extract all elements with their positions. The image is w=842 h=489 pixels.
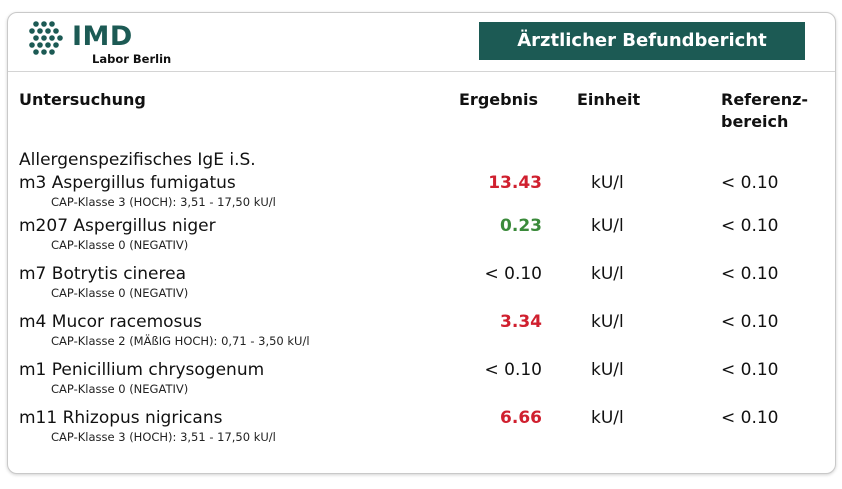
test-unit: kU/l <box>591 408 624 428</box>
reference-range: < 0.10 <box>721 264 779 284</box>
report-card: IMD Labor Berlin Ärztlicher Befundberich… <box>7 12 836 474</box>
test-unit: kU/l <box>591 312 624 332</box>
cap-class: CAP-Klasse 0 (NEGATIV) <box>51 238 189 252</box>
test-result: 13.43 <box>488 173 542 193</box>
table-row: m3 Aspergillus fumigatus CAP-Klasse 3 (H… <box>8 172 835 218</box>
reference-range: < 0.10 <box>721 360 779 380</box>
table-row: m7 Botrytis cinerea CAP-Klasse 0 (NEGATI… <box>8 263 835 309</box>
table-row: m4 Mucor racemosus CAP-Klasse 2 (MÄßIG H… <box>8 311 835 357</box>
table-row: m11 Rhizopus nigricans CAP-Klasse 3 (HOC… <box>8 407 835 453</box>
test-unit: kU/l <box>591 216 624 236</box>
section-title: Allergenspezifisches IgE i.S. <box>19 150 256 170</box>
reference-range: < 0.10 <box>721 173 779 193</box>
column-header-referenz-line2: bereich <box>721 112 789 131</box>
reference-range: < 0.10 <box>721 216 779 236</box>
reference-range: < 0.10 <box>721 312 779 332</box>
column-header-referenz: Referenz- bereich <box>721 89 808 133</box>
logo-dots-icon <box>29 21 63 55</box>
test-unit: kU/l <box>591 264 624 284</box>
test-result: 3.34 <box>500 312 542 332</box>
test-name: m11 Rhizopus nigricans <box>19 408 223 428</box>
column-header-einheit: Einheit <box>577 90 641 109</box>
test-name: m4 Mucor racemosus <box>19 312 203 332</box>
table-row: m207 Aspergillus niger CAP-Klasse 0 (NEG… <box>8 215 835 261</box>
cap-class: CAP-Klasse 2 (MÄßIG HOCH): 0,71 - 3,50 k… <box>51 334 310 348</box>
report-header: IMD Labor Berlin Ärztlicher Befundberich… <box>8 13 835 71</box>
column-header-untersuchung: Untersuchung <box>19 90 146 109</box>
cap-class: CAP-Klasse 0 (NEGATIV) <box>51 286 189 300</box>
cap-class: CAP-Klasse 3 (HOCH): 3,51 - 17,50 kU/l <box>51 195 276 209</box>
test-result: 0.23 <box>500 216 542 236</box>
header-divider <box>8 71 835 72</box>
test-result: < 0.10 <box>484 360 543 380</box>
test-name: m7 Botrytis cinerea <box>19 264 187 284</box>
logo-subtitle: Labor Berlin <box>92 52 172 66</box>
cap-class: CAP-Klasse 3 (HOCH): 3,51 - 17,50 kU/l <box>51 430 276 444</box>
test-name: m207 Aspergillus niger <box>19 216 216 236</box>
cap-class: CAP-Klasse 0 (NEGATIV) <box>51 382 189 396</box>
test-result: 6.66 <box>500 408 542 428</box>
test-name: m1 Penicillium chrysogenum <box>19 360 265 380</box>
imd-logo: IMD Labor Berlin <box>28 21 188 67</box>
table-row: m1 Penicillium chrysogenum CAP-Klasse 0 … <box>8 359 835 405</box>
logo-name: IMD <box>72 21 133 52</box>
reference-range: < 0.10 <box>721 408 779 428</box>
column-header-referenz-line1: Referenz- <box>721 90 809 109</box>
test-result: < 0.10 <box>484 264 543 284</box>
test-unit: kU/l <box>591 360 624 380</box>
test-name: m3 Aspergillus fumigatus <box>19 173 236 193</box>
report-title-banner: Ärztlicher Befundbericht <box>479 22 805 60</box>
test-unit: kU/l <box>591 173 624 193</box>
column-header-ergebnis: Ergebnis <box>459 90 538 109</box>
